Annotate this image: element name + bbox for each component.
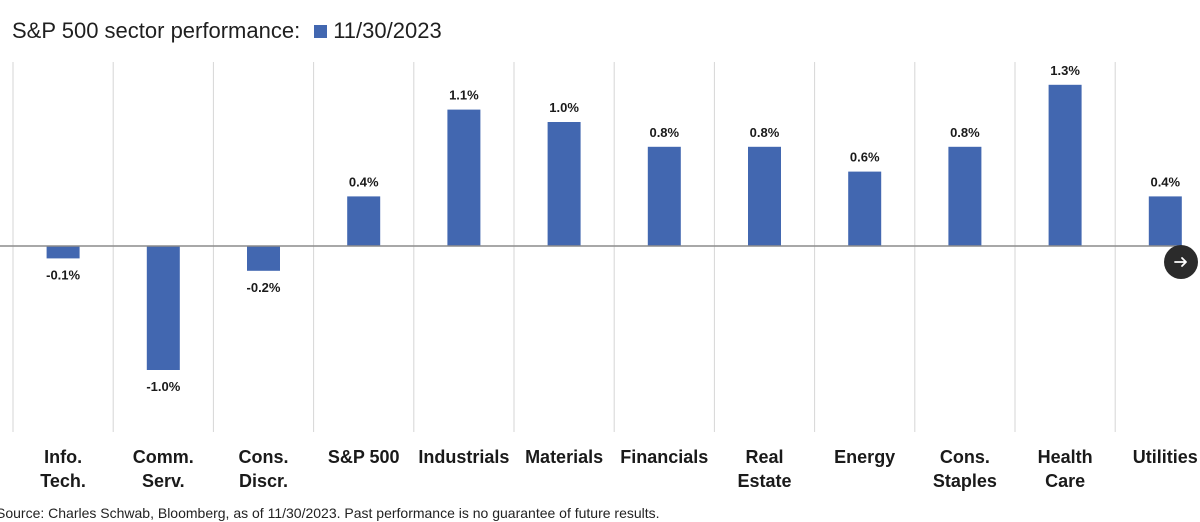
category-label: Info. [44, 447, 82, 467]
data-label: 0.8% [950, 125, 980, 140]
data-label: 0.4% [349, 174, 379, 189]
data-label: 1.1% [449, 88, 479, 103]
legend: 11/30/2023 [314, 18, 442, 44]
bar [848, 171, 882, 246]
category-label: Real [745, 447, 783, 467]
category-label: Discr. [239, 471, 288, 491]
arrow-right-icon [1174, 257, 1187, 267]
category-label: Utilities [1133, 447, 1198, 467]
category-label: Care [1045, 471, 1085, 491]
category-label: Tech. [40, 471, 86, 491]
bar [247, 246, 280, 271]
data-label: -0.1% [46, 267, 80, 282]
category-label: Materials [525, 447, 603, 467]
data-label: 1.3% [1050, 63, 1080, 78]
category-label: Industrials [418, 447, 509, 467]
bar [146, 246, 180, 370]
category-label: Cons. [238, 447, 288, 467]
category-label: Energy [834, 447, 895, 467]
legend-swatch [314, 24, 328, 38]
bar [1148, 196, 1182, 246]
bar [46, 246, 80, 259]
category-label: Financials [620, 447, 708, 467]
category-label: Serv. [142, 471, 185, 491]
data-label: 0.6% [850, 150, 880, 165]
bar [447, 109, 481, 246]
data-label: 0.4% [1150, 174, 1180, 189]
chart-header: S&P 500 sector performance: 11/30/2023 [12, 14, 442, 48]
bar [1048, 84, 1082, 246]
bar [948, 146, 982, 246]
chart-title: S&P 500 sector performance: [12, 18, 301, 43]
bar-chart: -0.1% -1.0% -0.2% 0.4% 1.1% 1.0% 0.8% 0.8% 0.6% 0… [0, 62, 1198, 491]
category-label: Health [1038, 447, 1093, 467]
bar [547, 122, 581, 246]
source-note: Source: Charles Schwab, Bloomberg, as of… [0, 505, 660, 521]
legend-label: 11/30/2023 [333, 18, 442, 43]
data-label: -1.0% [146, 379, 180, 394]
bar [347, 196, 381, 246]
data-label: 0.8% [649, 125, 679, 140]
bar [748, 146, 781, 246]
category-label: Staples [933, 471, 997, 491]
category-label: Cons. [940, 447, 990, 467]
next-button[interactable] [1164, 245, 1198, 279]
category-label: Comm. [133, 447, 194, 467]
data-label: 0.8% [750, 125, 780, 140]
data-label: -0.2% [247, 280, 281, 295]
data-label: 1.0% [549, 100, 579, 115]
category-label: Estate [737, 471, 791, 491]
bar [647, 146, 681, 246]
category-label: S&P 500 [328, 447, 400, 467]
